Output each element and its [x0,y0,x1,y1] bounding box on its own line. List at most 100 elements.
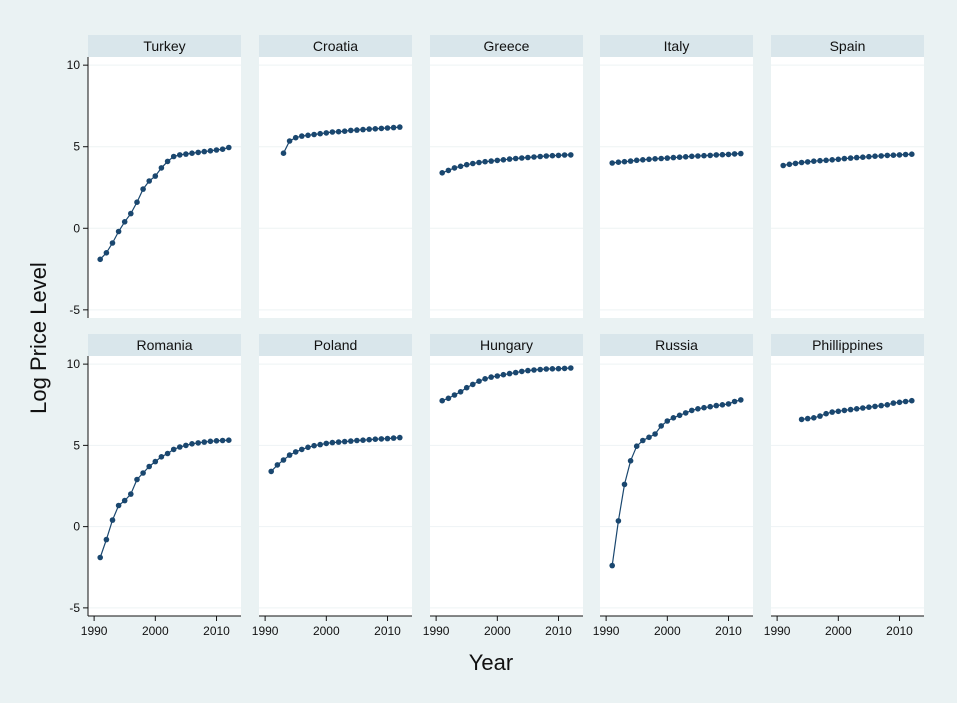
series-line-romania [99,439,229,558]
data-point [329,129,336,135]
series-line-greece [441,154,571,174]
data-point [627,158,634,164]
data-point [621,158,628,165]
data-point [525,367,531,374]
data-point [902,151,909,158]
data-point [268,468,275,475]
x-tick-label: 1990 [764,624,791,638]
panel-title: Italy [664,38,690,54]
data-point [158,165,165,171]
data-point [664,418,671,424]
data-point [286,452,293,458]
data-point [786,161,793,168]
data-point [128,210,134,217]
data-point [115,502,122,509]
data-point [670,415,677,421]
data-point [152,173,159,179]
data-point [341,128,348,134]
data-point [543,366,550,372]
panel-strip [88,334,241,356]
data-point [640,157,646,163]
data-point [798,159,805,166]
data-point [835,408,842,415]
series-line-spain [783,153,912,167]
data-point [146,463,152,470]
x-tick-label: 1990 [423,624,450,638]
data-point [103,536,110,543]
data-point [860,154,866,160]
data-point [689,407,695,414]
data-point [860,405,866,411]
data-point [140,186,146,192]
data-point [519,368,525,375]
data-point [731,151,738,157]
panel-russia: Russia 1990 2000 2010 [593,334,753,638]
panel-strip [259,334,412,356]
series-line-hungary [441,367,571,402]
data-point [561,152,568,158]
data-point [390,435,397,441]
data-point [707,152,713,159]
data-point [725,151,732,158]
x-tick-label: 2000 [313,624,340,638]
data-point [646,156,652,163]
panel-spain: Spain [771,35,924,318]
data-point [311,442,317,449]
data-point [292,449,299,455]
x-tick-label: 1990 [81,624,108,638]
data-point [866,404,872,411]
y-tick-label: 0 [73,520,80,534]
data-point [878,153,884,159]
panel-romania: Romania -5 0 5 10 1990 2000 2010 [67,334,241,638]
data-point [568,365,574,371]
data-point [627,458,634,464]
data-point [817,157,823,164]
panel-plot-area [430,57,583,318]
data-point [183,151,189,157]
data-point [549,152,556,159]
data-point [348,127,354,134]
data-point [109,240,116,246]
panel-plot-area [771,356,924,616]
data-point [219,146,226,152]
data-point [676,154,683,160]
data-point [658,155,664,162]
data-point [195,149,201,156]
data-point [170,153,177,160]
data-point [121,497,128,504]
data-point [633,443,640,450]
panel-grid: Turkey -5 0 5 10 Croatia Greece Italy Spain Roman… [67,35,924,638]
x-tick-label: 2010 [545,624,572,638]
panel-plot-area [259,356,412,616]
data-point [372,126,379,132]
panel-plot-area [430,356,583,616]
data-point [470,381,476,388]
series-line-italy [612,153,741,164]
data-point [853,154,860,161]
panel-strip [430,35,583,57]
data-point [140,470,146,476]
x-tick-label: 2000 [654,624,681,638]
data-point [177,152,183,158]
data-point [366,126,373,132]
data-point [335,128,342,135]
data-point [506,156,513,162]
data-point [646,434,652,441]
data-point [896,152,903,158]
data-point [97,256,103,263]
y-tick-label: 10 [67,58,81,72]
data-point [348,438,354,444]
data-point [445,395,452,402]
data-point [878,402,884,409]
panel-title: Romania [136,337,192,353]
series-line-poland [270,437,400,472]
data-point [884,152,891,159]
data-point [738,397,744,403]
data-point [286,138,293,144]
data-point [390,124,397,131]
x-tick-label: 2010 [203,624,230,638]
panel-title: Russia [655,337,698,353]
data-point [561,365,568,372]
x-tick-label: 1990 [593,624,620,638]
panel-title: Phillippines [812,337,883,353]
